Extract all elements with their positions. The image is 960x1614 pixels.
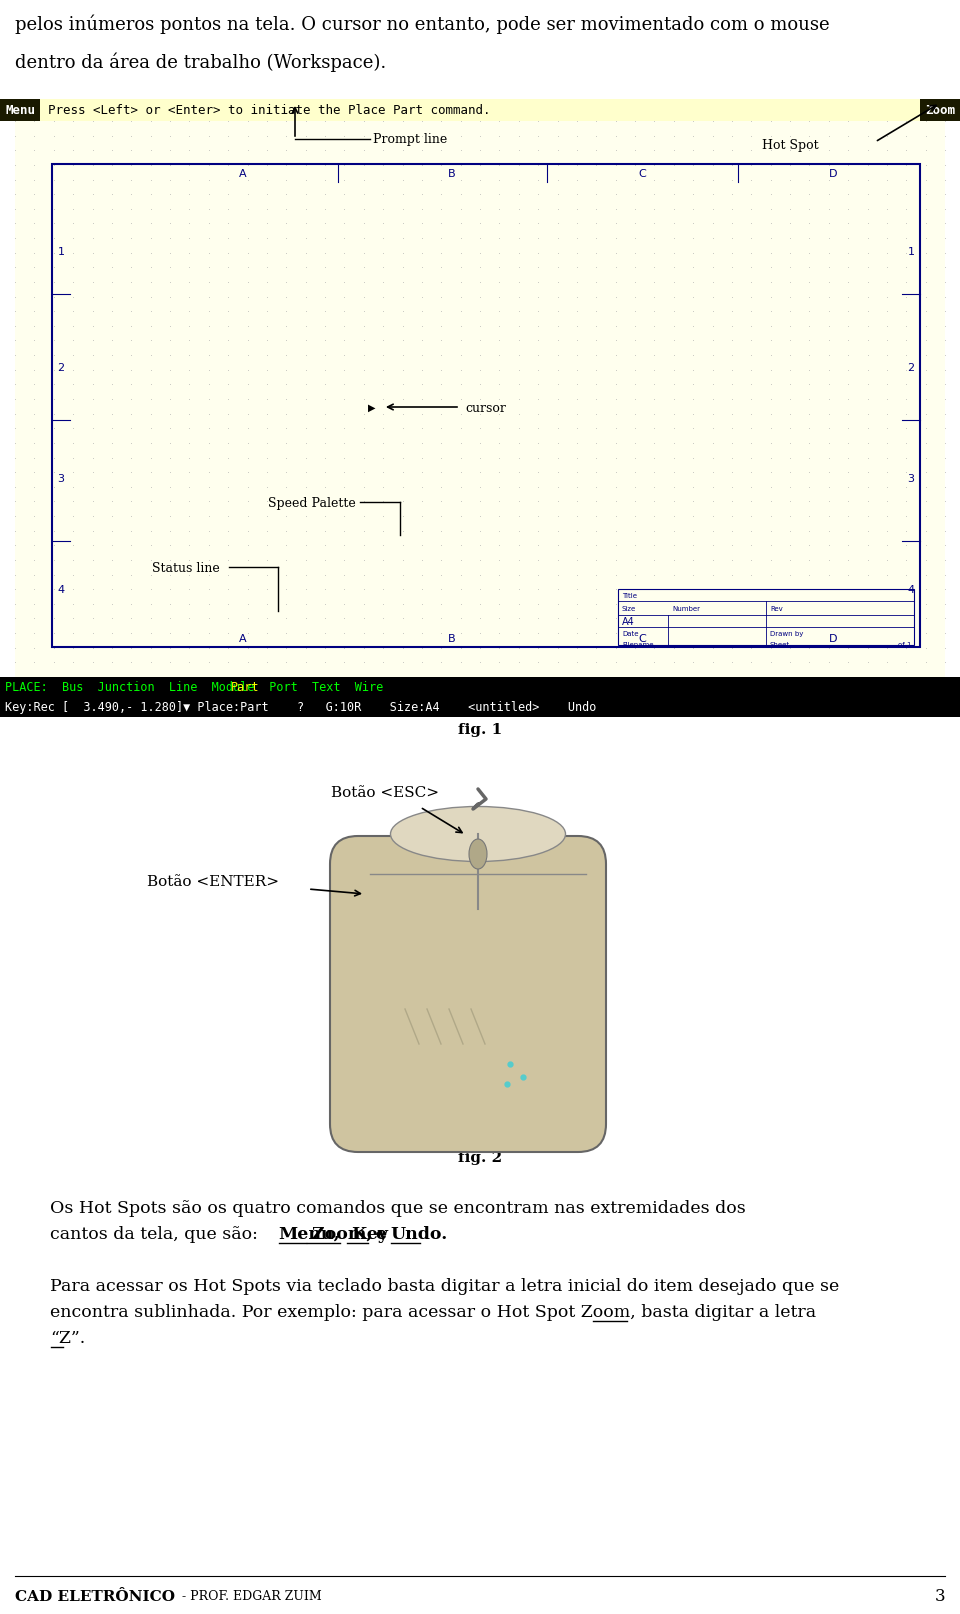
Text: pelos inúmeros pontos na tela. O cursor no entanto, pode ser movimentado com o m: pelos inúmeros pontos na tela. O cursor … (15, 15, 829, 34)
Text: Menu,: Menu, (278, 1225, 340, 1243)
Text: Date: Date (622, 631, 638, 636)
Ellipse shape (469, 839, 487, 870)
Text: Para acessar os Hot Spots via teclado basta digitar a letra inicial do item dese: Para acessar os Hot Spots via teclado ba… (50, 1277, 839, 1294)
Text: Sheet: Sheet (770, 642, 790, 647)
Text: D: D (828, 634, 837, 644)
Text: ▶: ▶ (368, 404, 375, 413)
Text: 3: 3 (907, 473, 915, 484)
Text: Key:Rec [  3.490,- 1.280]▼ Place:Part    ?   G:10R    Size:A4    <untitled>    U: Key:Rec [ 3.490,- 1.280]▼ Place:Part ? G… (5, 700, 596, 713)
Text: Hot Spot: Hot Spot (762, 139, 819, 152)
Text: 2: 2 (58, 363, 64, 373)
Text: Botão <ENTER>: Botão <ENTER> (147, 875, 279, 888)
Text: 4: 4 (58, 584, 64, 594)
Text: CAD ELETRÔNICO: CAD ELETRÔNICO (15, 1590, 175, 1603)
Text: of 1: of 1 (898, 642, 911, 647)
Text: C: C (638, 634, 646, 644)
Bar (0, 697, 960, 718)
Bar (15, 123, 945, 678)
Text: cantos da tela, que são:: cantos da tela, que são: (50, 1225, 263, 1243)
Bar (0, 100, 960, 123)
Text: Botão <ESC>: Botão <ESC> (331, 786, 439, 799)
Bar (0, 100, 40, 123)
Text: C: C (638, 169, 646, 179)
Text: A: A (239, 169, 247, 179)
Text: Zoom,: Zoom, (306, 1225, 372, 1243)
Text: fig. 1: fig. 1 (458, 723, 502, 736)
Text: Number: Number (672, 605, 700, 612)
Text: Rev: Rev (770, 605, 782, 612)
Text: Status line: Status line (152, 562, 220, 575)
Text: Undo.: Undo. (390, 1225, 447, 1243)
Text: B: B (447, 169, 455, 179)
Text: Part: Part (230, 681, 259, 694)
Bar (618, 589, 914, 646)
Text: 2: 2 (907, 363, 915, 373)
Text: A: A (239, 634, 247, 644)
Text: Filename: Filename (622, 642, 654, 647)
FancyBboxPatch shape (330, 836, 606, 1152)
Text: D: D (828, 169, 837, 179)
Text: 3: 3 (58, 473, 64, 484)
Text: Prompt line: Prompt line (373, 134, 447, 147)
Text: PLACE:  Bus  Junction  Line  Module: PLACE: Bus Junction Line Module (5, 681, 269, 694)
Text: Menu: Menu (5, 105, 35, 118)
Text: Zoom: Zoom (925, 105, 955, 118)
Text: Os Hot Spots são os quatro comandos que se encontram nas extremidades dos: Os Hot Spots são os quatro comandos que … (50, 1199, 746, 1217)
Text: A4: A4 (622, 617, 635, 626)
Text: Size: Size (622, 605, 636, 612)
Text: 1: 1 (58, 247, 64, 257)
Bar (920, 100, 960, 123)
Text: Key: Key (346, 1225, 388, 1243)
Text: 4: 4 (907, 584, 915, 594)
Ellipse shape (391, 807, 565, 862)
Text: Title: Title (622, 592, 637, 599)
Bar (0, 678, 960, 697)
Text: 1: 1 (907, 247, 915, 257)
Text: fig. 2: fig. 2 (458, 1151, 502, 1164)
Text: “Z”.: “Z”. (50, 1330, 85, 1346)
Text: B: B (447, 634, 455, 644)
Text: Port  Text  Wire: Port Text Wire (255, 681, 383, 694)
Text: Drawn by: Drawn by (770, 631, 804, 636)
Text: 3: 3 (934, 1588, 945, 1604)
Text: e: e (370, 1225, 394, 1243)
Text: dentro da área de trabalho (Workspace).: dentro da área de trabalho (Workspace). (15, 52, 386, 71)
Text: encontra sublinhada. Por exemplo: para acessar o Hot Spot Zoom, basta digitar a : encontra sublinhada. Por exemplo: para a… (50, 1302, 816, 1320)
Text: Speed Palette: Speed Palette (268, 495, 356, 508)
Text: - PROF. EDGAR ZUIM: - PROF. EDGAR ZUIM (178, 1590, 322, 1603)
Bar (52, 165, 920, 647)
Text: cursor: cursor (465, 402, 506, 415)
Text: Press <Left> or <Enter> to initiate the Place Part command.: Press <Left> or <Enter> to initiate the … (48, 105, 491, 118)
